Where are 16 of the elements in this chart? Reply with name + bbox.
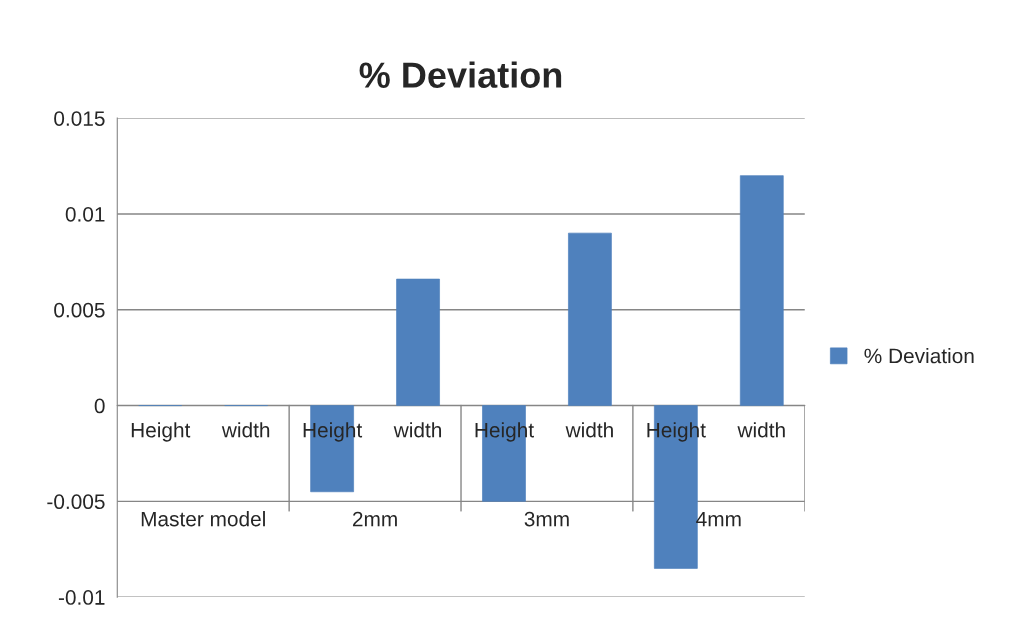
annotation: 3mm bbox=[524, 511, 569, 527]
y-tick-label: 0.01 bbox=[65, 206, 105, 222]
y-tick-label: 0.015 bbox=[54, 111, 105, 126]
annotation: 2mm bbox=[352, 511, 397, 527]
chart-title: % Deviation bbox=[359, 61, 562, 88]
y-tick-label: 0.005 bbox=[54, 302, 105, 318]
x-tick-label: width bbox=[737, 422, 785, 438]
y-tick-label: -0.01 bbox=[58, 590, 105, 605]
annotation: Master model bbox=[141, 511, 265, 527]
x-tick-label: width bbox=[393, 422, 442, 438]
x-tick-label: width bbox=[221, 422, 270, 438]
y-tick-label: 0 bbox=[94, 398, 105, 414]
legend-label: % Deviation bbox=[864, 348, 974, 364]
y-tick-label: -0.005 bbox=[47, 494, 105, 510]
x-tick-label: width bbox=[565, 422, 613, 438]
x-tick-label: Height bbox=[131, 422, 191, 442]
